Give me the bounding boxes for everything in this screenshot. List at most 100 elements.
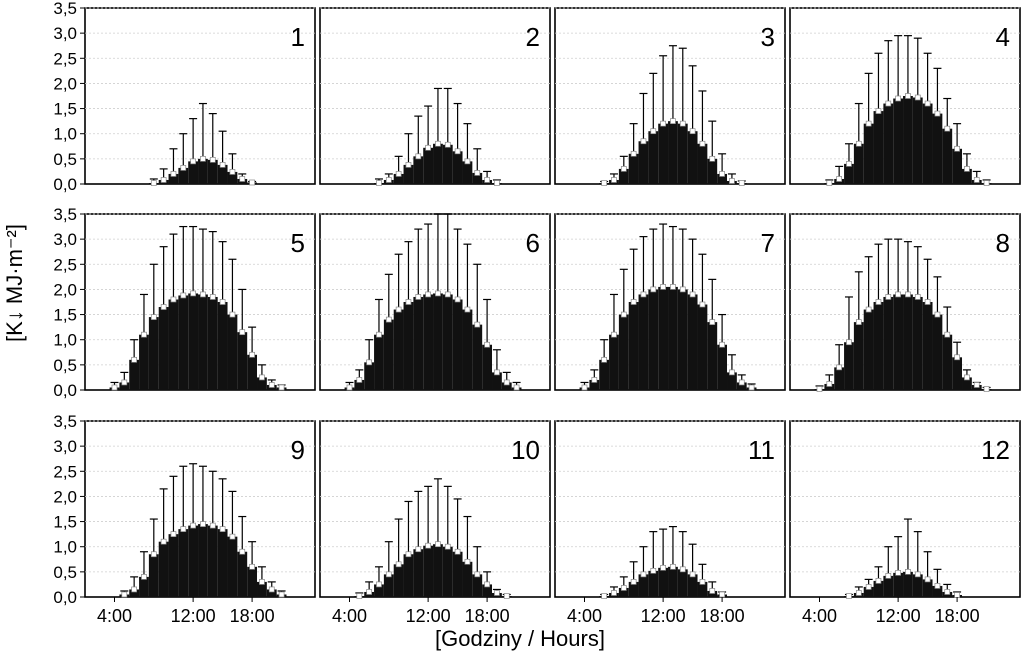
mean-marker [346, 384, 353, 391]
bar [247, 566, 258, 597]
bar [403, 164, 414, 184]
y-tick-label: 2,0 [53, 280, 77, 299]
mean-marker [699, 579, 706, 585]
mean-marker [719, 171, 725, 177]
mean-marker [435, 290, 441, 297]
mean-marker [601, 180, 607, 186]
y-tick-label: 2,5 [53, 49, 77, 68]
bar [501, 382, 512, 390]
mean-marker [885, 100, 892, 107]
mean-marker [200, 521, 206, 527]
mean-marker [738, 379, 745, 386]
bar [609, 334, 619, 390]
mean-marker [954, 145, 960, 152]
mean-marker [150, 314, 157, 320]
mean-marker [826, 180, 833, 186]
mean-marker [630, 150, 637, 157]
mean-marker [454, 548, 461, 555]
mean-marker [503, 593, 510, 599]
mean-marker [484, 177, 490, 183]
bar [188, 525, 199, 597]
mean-marker [650, 568, 657, 574]
x-tick-label: 18:00 [230, 606, 275, 626]
bar [237, 551, 248, 597]
y-tick-label: 1,5 [53, 306, 77, 325]
bar [237, 332, 248, 390]
mean-marker [846, 593, 852, 599]
y-tick-label: 2,0 [53, 74, 77, 93]
panel-frame [84, 7, 316, 185]
mean-marker [944, 331, 951, 338]
mean-marker [395, 306, 402, 313]
x-tick-label: 12:00 [641, 606, 686, 626]
panel-label: 2 [526, 22, 540, 52]
mean-marker [679, 566, 686, 573]
y-tick-label: 2,5 [53, 255, 77, 274]
bar [883, 103, 894, 184]
mean-marker [219, 526, 226, 532]
mean-marker [259, 579, 265, 585]
mean-marker [131, 356, 137, 363]
mean-marker [973, 382, 980, 388]
bar [638, 574, 649, 597]
mean-marker [855, 590, 862, 596]
mean-marker [366, 359, 372, 366]
mean-marker [855, 140, 862, 147]
bar [853, 143, 864, 184]
bar [707, 322, 718, 390]
mean-marker [239, 176, 246, 182]
bar [139, 334, 149, 390]
y-tick-label: 0,0 [53, 381, 77, 400]
mean-marker [376, 581, 382, 588]
bar [668, 121, 678, 184]
mean-marker [121, 591, 128, 598]
mean-marker [474, 571, 481, 578]
mean-marker [660, 284, 666, 290]
mean-marker [885, 294, 892, 300]
bar [217, 302, 228, 390]
mean-marker [395, 561, 402, 568]
bar [364, 362, 375, 390]
bar [628, 302, 639, 390]
bar [648, 131, 659, 184]
mean-marker [190, 290, 196, 297]
y-tick-label: 1,5 [53, 513, 77, 532]
mean-marker [415, 153, 422, 160]
panel-label: 8 [996, 228, 1010, 258]
bar [677, 289, 688, 390]
x-axis-label: [Godziny / Hours] [435, 626, 605, 651]
mean-marker [934, 583, 941, 589]
bar [158, 307, 169, 390]
bar [482, 344, 493, 390]
bar [257, 377, 267, 390]
mean-marker [494, 590, 500, 596]
y-tick-label: 3,5 [53, 0, 77, 18]
bar [697, 581, 708, 597]
bar [658, 567, 669, 597]
bar [618, 168, 629, 184]
bar [912, 97, 923, 184]
mean-marker [200, 156, 206, 162]
bar [599, 359, 610, 390]
bar [922, 103, 933, 184]
bar [863, 309, 874, 390]
mean-marker [944, 125, 951, 132]
panel-label: 7 [761, 228, 775, 258]
mean-marker [464, 158, 471, 165]
bar [188, 161, 199, 184]
y-tick-label: 1,0 [53, 538, 77, 557]
mean-marker [454, 296, 461, 303]
mean-marker [111, 384, 118, 391]
bar [207, 525, 218, 597]
mean-marker [924, 299, 931, 305]
bar [442, 546, 453, 597]
mean-marker [650, 286, 657, 293]
mean-marker [875, 578, 882, 584]
bar [962, 377, 972, 390]
bar [922, 302, 933, 390]
y-tick-label: 1,0 [53, 125, 77, 144]
bar [932, 585, 943, 597]
bar [178, 167, 189, 184]
mean-marker [601, 593, 607, 599]
mean-marker [836, 364, 842, 371]
